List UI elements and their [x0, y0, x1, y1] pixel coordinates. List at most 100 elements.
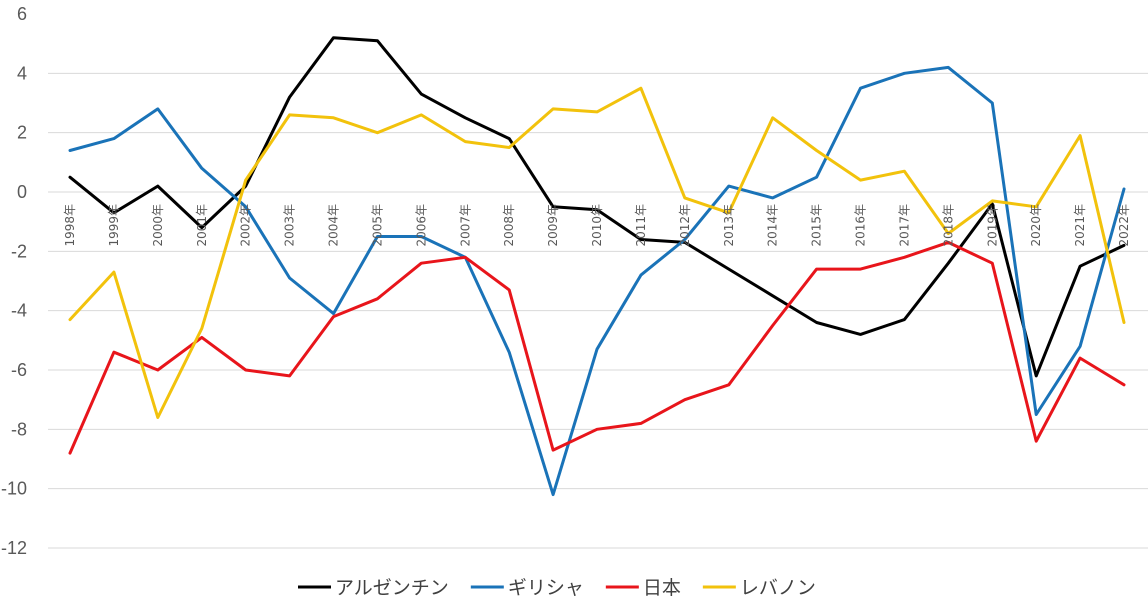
legend-label: レバノン: [740, 577, 816, 599]
data-point: [991, 262, 993, 264]
x-tick-label: 2021年: [1073, 204, 1087, 247]
data-point: [772, 295, 774, 297]
y-tick-label: 2: [17, 123, 27, 143]
x-tick-label: 2009年: [546, 204, 560, 247]
data-point: [728, 268, 730, 270]
x-tick-label: 2007年: [458, 204, 472, 247]
x-tick-label: 2008年: [502, 204, 516, 247]
data-point: [333, 37, 334, 39]
data-point: [772, 325, 774, 326]
data-point: [903, 319, 905, 321]
data-point: [640, 238, 642, 240]
x-tick-label: 2013年: [722, 204, 736, 247]
data-point: [245, 206, 247, 208]
data-point: [728, 384, 730, 386]
data-point: [596, 209, 598, 211]
data-point: [113, 212, 115, 214]
data-point: [903, 72, 905, 74]
data-point: [201, 167, 203, 169]
data-point: [464, 141, 466, 143]
data-point: [860, 179, 861, 181]
data-point: [157, 108, 159, 110]
data-point: [903, 170, 905, 172]
legend-item: アルゼンチン: [298, 577, 449, 599]
legend-item: レバノン: [702, 577, 816, 599]
data-point: [289, 96, 291, 98]
x-tick-label: 2015年: [810, 204, 824, 247]
data-point: [947, 241, 949, 243]
gridlines: [48, 72, 1148, 549]
data-point: [376, 298, 378, 300]
y-axis-tick-labels: 6 4 2 0 -2 -4 -6 -8 -10 -12: [1, 4, 27, 558]
series-1: [68, 36, 1126, 378]
y-tick-label: 6: [17, 4, 27, 24]
data-point: [596, 111, 598, 113]
data-point: [596, 428, 598, 430]
data-point: [1035, 440, 1037, 442]
x-tick-label: 2006年: [414, 204, 428, 247]
data-point: [728, 185, 730, 187]
data-point: [1123, 384, 1125, 386]
data-point: [333, 316, 334, 318]
data-point: [289, 277, 291, 279]
data-point: [1123, 188, 1125, 190]
y-tick-label: 4: [17, 63, 27, 83]
data-point: [640, 422, 642, 424]
data-point: [333, 313, 334, 315]
x-axis-tick-labels: 1998年 1999年 2000年 2001年 2002年 2003年 2004年 2005年…: [63, 204, 1131, 247]
data-point: [69, 176, 71, 178]
data-point: [289, 375, 291, 377]
data-point: [816, 149, 818, 151]
y-tick-label: -12: [1, 538, 27, 558]
data-point: [947, 233, 949, 235]
x-tick-label: 2011年: [634, 204, 648, 247]
data-point: [157, 185, 159, 187]
data-point: [991, 102, 993, 104]
data-point: [420, 114, 422, 116]
data-point: [157, 416, 159, 418]
x-tick-label: 2017年: [897, 204, 911, 247]
data-point: [201, 227, 203, 229]
data-point: [772, 197, 774, 199]
data-point: [201, 336, 203, 338]
data-point: [947, 66, 949, 68]
data-point: [376, 236, 378, 237]
data-point: [1079, 265, 1081, 267]
series-lines: [68, 36, 1126, 497]
data-point: [772, 117, 774, 119]
data-point: [420, 93, 422, 95]
data-point: [816, 176, 818, 178]
data-point: [640, 274, 642, 276]
data-point: [508, 289, 510, 291]
data-point: [508, 138, 510, 140]
data-point: [947, 262, 949, 264]
data-point: [1079, 357, 1081, 359]
x-tick-label: 2012年: [678, 204, 692, 247]
data-point: [69, 149, 71, 151]
data-point: [245, 179, 247, 181]
data-point: [1079, 345, 1081, 347]
data-point: [157, 369, 159, 371]
data-point: [684, 399, 686, 401]
y-tick-label: -6: [11, 360, 27, 380]
x-tick-label: 2002年: [239, 204, 253, 247]
data-point: [113, 138, 115, 140]
data-point: [289, 114, 291, 116]
x-tick-label: 1998年: [63, 204, 77, 247]
data-point: [991, 203, 993, 205]
data-point: [816, 322, 818, 324]
data-point: [991, 200, 993, 202]
data-point: [816, 268, 818, 270]
data-point: [333, 117, 334, 119]
data-point: [464, 117, 466, 119]
data-point: [552, 494, 554, 496]
y-tick-label: -10: [1, 479, 27, 499]
series-2: [68, 65, 1126, 497]
legend: アルゼンチン ギリシャ 日本 レバノン: [298, 577, 816, 599]
x-tick-label: 2014年: [766, 204, 780, 247]
x-tick-label: 2022年: [1117, 204, 1131, 247]
data-point: [69, 319, 71, 321]
x-tick-label: 2003年: [283, 204, 297, 247]
data-point: [1035, 414, 1037, 415]
